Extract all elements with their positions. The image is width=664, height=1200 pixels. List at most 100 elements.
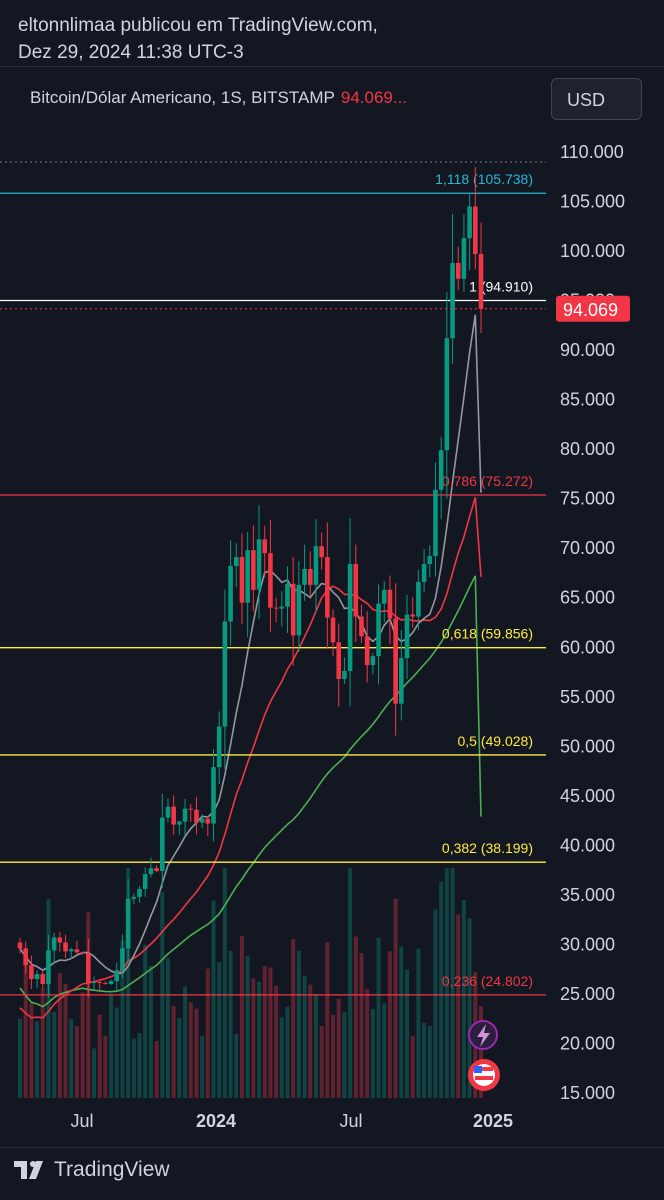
volume-bar	[188, 1002, 193, 1098]
volume-bar	[183, 986, 188, 1098]
volume-bar	[63, 983, 68, 1098]
volume-bar	[245, 955, 250, 1098]
candle-body	[80, 952, 85, 954]
last-price-badge	[556, 295, 630, 322]
volume-bar	[416, 948, 421, 1098]
symbol-name: Bitcoin/Dólar Americano, 1S, BITSTAMP	[30, 88, 335, 107]
candle-body	[199, 818, 205, 823]
candle-body	[154, 868, 159, 872]
candle-body	[381, 589, 387, 604]
candle-body	[393, 618, 398, 704]
candle-body	[142, 874, 148, 889]
fib-level-label: 0,382 (38.199)	[442, 840, 533, 856]
volume-bar	[450, 868, 455, 1098]
candle-body	[57, 937, 63, 943]
volume-bar	[342, 1012, 347, 1098]
candle-body	[251, 550, 256, 590]
candle-body	[444, 338, 450, 451]
candle-body	[74, 949, 80, 953]
candle-body	[478, 254, 484, 309]
candle-body	[336, 642, 342, 679]
candle-body	[370, 656, 376, 666]
candle-body	[205, 818, 211, 824]
candle-body	[330, 617, 336, 643]
candle-body	[125, 898, 131, 949]
candle-body	[347, 564, 353, 672]
volume-bar	[399, 946, 404, 1098]
volume-bar	[262, 966, 267, 1098]
volume-bar	[393, 898, 398, 1098]
candle-body	[114, 970, 120, 982]
us-flag-icon-canton	[474, 1066, 482, 1073]
candle-body	[450, 262, 455, 339]
y-axis-tick-label: 45.000	[560, 786, 615, 806]
volume-bar	[257, 981, 262, 1098]
candle-body	[29, 965, 34, 980]
y-axis-tick-label: 100.000	[560, 241, 625, 261]
candle-body	[34, 974, 40, 980]
volume-bar	[52, 1011, 57, 1098]
y-axis-tick-label: 55.000	[560, 687, 615, 707]
x-axis-tick-label: Jul	[70, 1111, 93, 1131]
footer-brand[interactable]: TradingView	[14, 1158, 170, 1182]
symbol-info[interactable]: Bitcoin/Dólar Americano, 1S, BITSTAMP 94.…	[30, 88, 407, 108]
y-axis-tick-label: 20.000	[560, 1033, 615, 1053]
volume-bar	[353, 936, 358, 1098]
fib-level-label: 0,236 (24.802)	[442, 973, 533, 989]
fib-level-label: 1 (94.910)	[469, 278, 533, 294]
candle-body	[285, 583, 290, 607]
y-axis-tick-label: 90.000	[560, 340, 615, 360]
candle-body	[159, 817, 165, 872]
candle-body	[290, 583, 296, 636]
volume-bar	[165, 958, 170, 1098]
volume-bar	[274, 985, 279, 1098]
volume-bar	[103, 1035, 108, 1098]
volume-bar	[279, 1017, 284, 1098]
candle-body	[410, 614, 416, 617]
volume-bar	[40, 989, 45, 1098]
volume-bar	[387, 951, 392, 1098]
y-axis-tick-label: 105.000	[560, 192, 625, 212]
candle-body	[108, 981, 114, 985]
volume-bar	[331, 1015, 336, 1098]
post-date-line: Dez 29, 2024 11:38 UTC-3	[18, 42, 244, 63]
volume-bar	[177, 1018, 182, 1098]
volume-bar	[57, 972, 62, 1098]
volume-bar	[91, 1048, 96, 1098]
volume-bar	[97, 1014, 102, 1098]
volume-bar	[148, 965, 153, 1098]
volume-bar	[46, 899, 51, 1098]
volume-bar	[359, 953, 364, 1098]
candle-body	[279, 606, 285, 609]
volume-bar	[467, 918, 472, 1098]
candle-body	[256, 539, 262, 590]
candle-body	[313, 546, 319, 585]
ma-slow-line	[19, 575, 482, 1008]
y-axis-tick-label: 50.000	[560, 736, 615, 756]
volume-bar	[456, 914, 461, 1098]
candle-body	[273, 607, 279, 609]
candle-body	[364, 636, 370, 666]
volume-bar	[126, 868, 131, 1098]
candle-body	[359, 616, 364, 637]
candle-body	[296, 584, 302, 636]
candle-body	[376, 603, 381, 657]
volume-bar	[29, 1003, 34, 1098]
y-axis-tick-label: 65.000	[560, 588, 615, 608]
currency-button[interactable]: USD	[551, 78, 642, 120]
volume-bar	[365, 989, 370, 1098]
candle-body	[319, 546, 324, 558]
volume-bar	[405, 969, 410, 1098]
volume-bar	[239, 936, 244, 1098]
y-axis-tick-label: 25.000	[560, 984, 615, 1004]
footer-brand-text: TradingView	[54, 1158, 170, 1181]
candle-body	[120, 948, 125, 971]
candle-body	[455, 262, 461, 279]
volume-bar	[348, 868, 353, 1098]
candle-body	[399, 658, 404, 704]
candle-body	[68, 949, 74, 952]
candle-body	[216, 726, 222, 768]
volume-bar	[422, 1023, 427, 1098]
volume-bar	[35, 1021, 40, 1098]
